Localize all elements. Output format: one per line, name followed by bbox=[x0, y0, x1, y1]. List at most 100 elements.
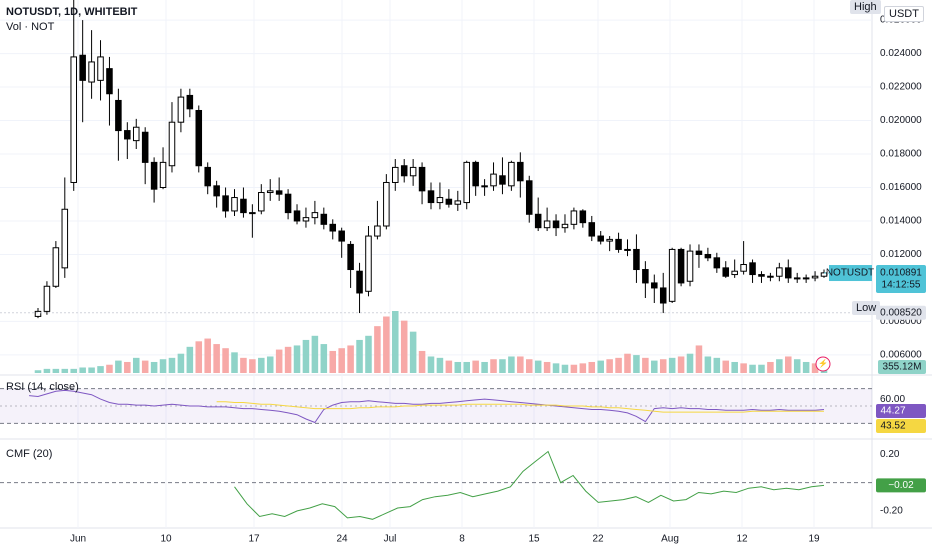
candle-body bbox=[177, 96, 185, 123]
candle-body bbox=[579, 210, 587, 224]
volume-bar bbox=[195, 341, 203, 373]
time-tick-label: 19 bbox=[808, 534, 820, 545]
volume-bar bbox=[240, 357, 247, 373]
candle-body bbox=[34, 310, 42, 317]
candle-body bbox=[517, 161, 524, 182]
volume-bar bbox=[695, 345, 703, 373]
volume-bar bbox=[293, 345, 301, 373]
volume-bar bbox=[52, 368, 60, 373]
volume-bar bbox=[561, 364, 569, 373]
low-value: 0.008520 bbox=[880, 307, 922, 318]
candle-body bbox=[749, 262, 756, 276]
price-tick-label: 0.020000 bbox=[880, 115, 922, 126]
volume-bar bbox=[615, 357, 622, 373]
volume-bar bbox=[284, 346, 292, 373]
cmf-last-value: −0.02 bbox=[888, 480, 914, 491]
volume-bar bbox=[159, 359, 167, 373]
price-tick-label: 0.014000 bbox=[880, 216, 922, 227]
volume-bar bbox=[365, 335, 372, 373]
price-tick-label: 0.012000 bbox=[880, 249, 922, 260]
candle-body bbox=[204, 166, 211, 187]
volume-bar bbox=[686, 353, 694, 373]
volume-bar bbox=[740, 363, 747, 373]
volume-bar bbox=[79, 367, 86, 373]
candle-body bbox=[392, 166, 399, 183]
volume-bar bbox=[534, 360, 542, 373]
time-tick-label: Jul bbox=[384, 534, 397, 545]
candle-body bbox=[240, 198, 247, 214]
volume-bar bbox=[275, 349, 283, 373]
cmf-tick-label: -0.20 bbox=[880, 506, 903, 517]
cmf-value-bg bbox=[876, 478, 926, 493]
candle-body bbox=[249, 212, 256, 215]
volume-bar bbox=[70, 368, 77, 373]
volume-bar bbox=[802, 361, 810, 373]
volume-value-bg bbox=[878, 360, 926, 374]
candle-body bbox=[213, 185, 220, 197]
time-tick-label: Aug bbox=[661, 534, 679, 545]
candle-body bbox=[722, 267, 730, 277]
rsi-value-bg bbox=[876, 403, 926, 418]
low-value-bg bbox=[876, 305, 926, 320]
candle-body bbox=[302, 217, 310, 222]
price-tick-label: 0.016000 bbox=[880, 182, 922, 193]
volume-bar bbox=[249, 359, 256, 373]
price-tick-label: 0.018000 bbox=[880, 149, 922, 160]
lightning-icon bbox=[815, 356, 831, 372]
price-tick-label: 0.008000 bbox=[880, 316, 922, 327]
time-tick-label: 12 bbox=[736, 534, 748, 545]
volume-bar bbox=[392, 311, 399, 373]
volume-bar bbox=[811, 363, 819, 373]
candle-body bbox=[106, 68, 113, 95]
candle-body bbox=[52, 247, 60, 287]
high-tag: High bbox=[850, 0, 881, 14]
rsi-ma-last-value: 43.52 bbox=[880, 421, 905, 432]
candle-body bbox=[141, 131, 149, 163]
candle-body bbox=[383, 181, 390, 227]
candle-body bbox=[695, 250, 703, 255]
volume-bar bbox=[659, 359, 667, 373]
volume-bar bbox=[186, 346, 194, 373]
volume-bar bbox=[543, 361, 551, 373]
symbol-title: NOTUSDT, 1D, WHITEBIT bbox=[6, 6, 138, 18]
volume-bar bbox=[633, 355, 640, 373]
volume-bar bbox=[258, 357, 265, 373]
candle-body bbox=[490, 173, 497, 187]
candle-body bbox=[740, 264, 747, 272]
rsi-tick-label: 60.00 bbox=[880, 394, 905, 405]
currency-button[interactable]: USDT bbox=[884, 6, 924, 22]
time-tick-label: 15 bbox=[528, 534, 540, 545]
candle-body bbox=[668, 248, 676, 302]
volume-bar bbox=[320, 344, 328, 373]
price-tick-label: 0.024000 bbox=[880, 48, 922, 59]
candle-body bbox=[758, 274, 765, 277]
candle-body bbox=[79, 54, 86, 81]
last-symbol-tag: NOTUSDT bbox=[826, 268, 874, 279]
candle-body bbox=[124, 130, 131, 140]
candle-body bbox=[186, 94, 194, 110]
candle-body bbox=[231, 197, 238, 212]
volume-bar bbox=[132, 357, 140, 373]
volume-bar bbox=[115, 360, 122, 373]
volume-bar bbox=[213, 344, 220, 373]
candle-body bbox=[409, 166, 417, 177]
volume-bar bbox=[454, 361, 462, 373]
candle-body bbox=[320, 213, 328, 225]
cmf-tick-label: 0.20 bbox=[880, 449, 900, 460]
candle-body bbox=[677, 248, 685, 284]
volume-bar bbox=[758, 364, 765, 373]
candle-body bbox=[97, 56, 104, 81]
candle-body bbox=[436, 197, 444, 204]
volume-bar bbox=[338, 348, 345, 373]
candle-body bbox=[454, 200, 462, 205]
candle-body bbox=[534, 213, 542, 229]
volume-bar bbox=[793, 359, 801, 373]
volume-bar bbox=[570, 364, 578, 373]
candle-body bbox=[525, 180, 533, 215]
candle-body bbox=[615, 238, 622, 250]
volume-bar bbox=[517, 356, 524, 373]
volume-bar bbox=[231, 352, 238, 373]
volume-bar bbox=[722, 360, 730, 373]
